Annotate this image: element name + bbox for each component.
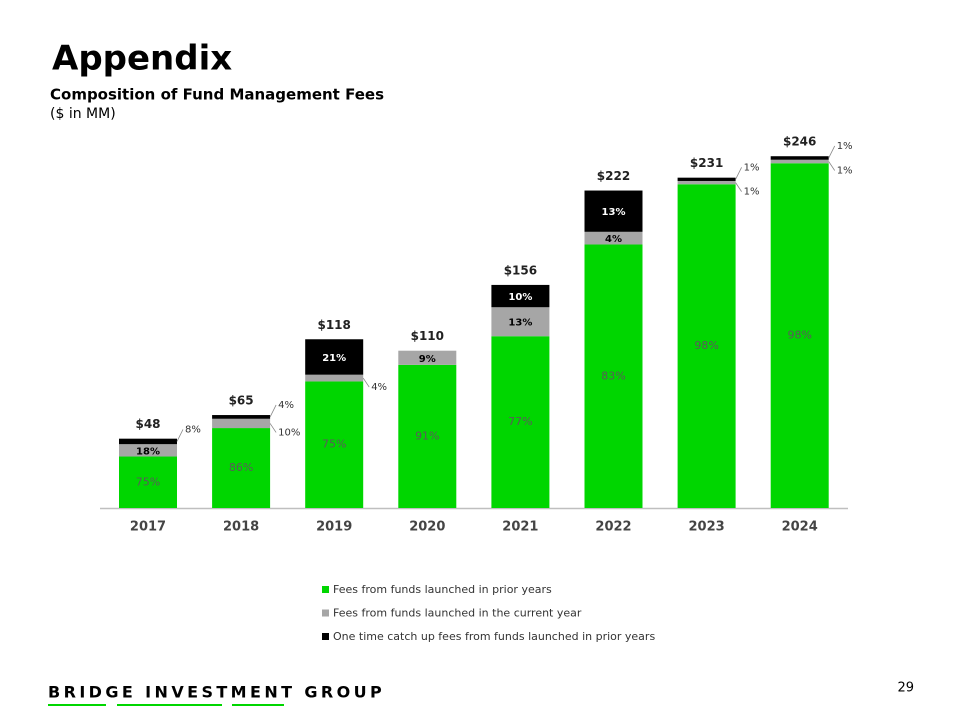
leader-line [828, 145, 836, 159]
bar-segment [770, 159, 829, 164]
leader-line [735, 182, 742, 192]
bar-segment [770, 156, 829, 160]
total-label: $222 [597, 169, 630, 183]
chart-subtitle: Composition of Fund Management Fees [50, 86, 384, 104]
total-label: $231 [690, 156, 723, 170]
leader-line [269, 423, 277, 433]
bar-segment [770, 163, 829, 508]
bar-segment [305, 374, 364, 382]
data-label: 1% [744, 187, 760, 198]
data-label: 98% [694, 339, 718, 352]
bar-segment [212, 418, 271, 429]
bar-segment [212, 415, 271, 419]
x-tick-label: 2024 [782, 520, 818, 535]
bar-segment [398, 364, 457, 508]
data-label: 13% [602, 207, 626, 218]
leader-line [176, 429, 184, 442]
total-label: $246 [783, 135, 816, 149]
x-tick-label: 2023 [689, 520, 725, 535]
data-label: 1% [744, 162, 760, 173]
x-tick-label: 2020 [409, 520, 445, 535]
x-tick-label: 2018 [223, 520, 259, 535]
legend-label: Fees from funds launched in prior years [333, 583, 552, 596]
leader-line [828, 161, 836, 171]
data-label: 86% [229, 461, 253, 474]
data-label: 91% [415, 429, 439, 442]
bar-segment [584, 190, 643, 232]
bar-segment [119, 438, 177, 445]
bar-segment [491, 336, 550, 508]
legend-label: One time catch up fees from funds launch… [333, 630, 655, 643]
bar-segment [305, 381, 364, 508]
bar-segment [491, 307, 550, 337]
x-tick-label: 2021 [502, 520, 538, 535]
data-label: 4% [278, 400, 294, 411]
legend-swatch [322, 609, 329, 617]
bar-segment [119, 444, 177, 457]
data-label: 4% [371, 382, 387, 393]
total-label: $110 [411, 329, 444, 343]
leader-line [735, 167, 742, 180]
legend-swatch [322, 633, 329, 640]
legend-label: Fees from funds launched in the current … [333, 607, 582, 620]
data-label: 1% [837, 141, 853, 152]
x-tick-label: 2017 [130, 520, 166, 535]
footer: BRIDGE INVESTMENT GROUP 29 [48, 681, 914, 706]
data-label: 10% [278, 427, 300, 438]
bar-segment [584, 244, 643, 509]
data-label: 83% [601, 369, 625, 382]
total-label: $156 [504, 263, 537, 277]
data-label: 1% [837, 165, 853, 176]
x-tick-label: 2019 [316, 520, 352, 535]
data-label: 13% [508, 318, 532, 329]
legend-swatch [322, 586, 329, 593]
units-note: ($ in MM) [50, 106, 116, 122]
slide-title: Appendix [52, 39, 232, 79]
page-number: 29 [897, 681, 914, 696]
bar-segment [677, 177, 736, 181]
company-name: BRIDGE INVESTMENT GROUP [48, 683, 385, 702]
x-tick-label: 2022 [595, 520, 631, 535]
data-label: 75% [136, 475, 160, 488]
bar-segment [119, 456, 177, 508]
data-label: 77% [508, 415, 532, 428]
bar-segment [305, 339, 364, 375]
total-label: $118 [317, 318, 350, 332]
data-label: 98% [787, 329, 811, 342]
data-label: 18% [136, 446, 160, 457]
data-label: 75% [322, 438, 346, 451]
total-label: $65 [229, 394, 254, 408]
bar-segment [677, 184, 736, 508]
data-label: 10% [508, 292, 532, 303]
data-label: 9% [419, 354, 436, 365]
bar-segment [491, 284, 550, 308]
data-label: 8% [185, 424, 201, 435]
total-label: $48 [135, 417, 160, 431]
leader-line [269, 404, 277, 418]
leader-line [362, 377, 370, 388]
bar-segment [212, 428, 271, 508]
data-label: 21% [322, 353, 346, 364]
data-label: 4% [605, 234, 622, 245]
bar-segment [398, 350, 457, 365]
bar-segment [584, 231, 643, 245]
bar-segment [677, 180, 736, 185]
